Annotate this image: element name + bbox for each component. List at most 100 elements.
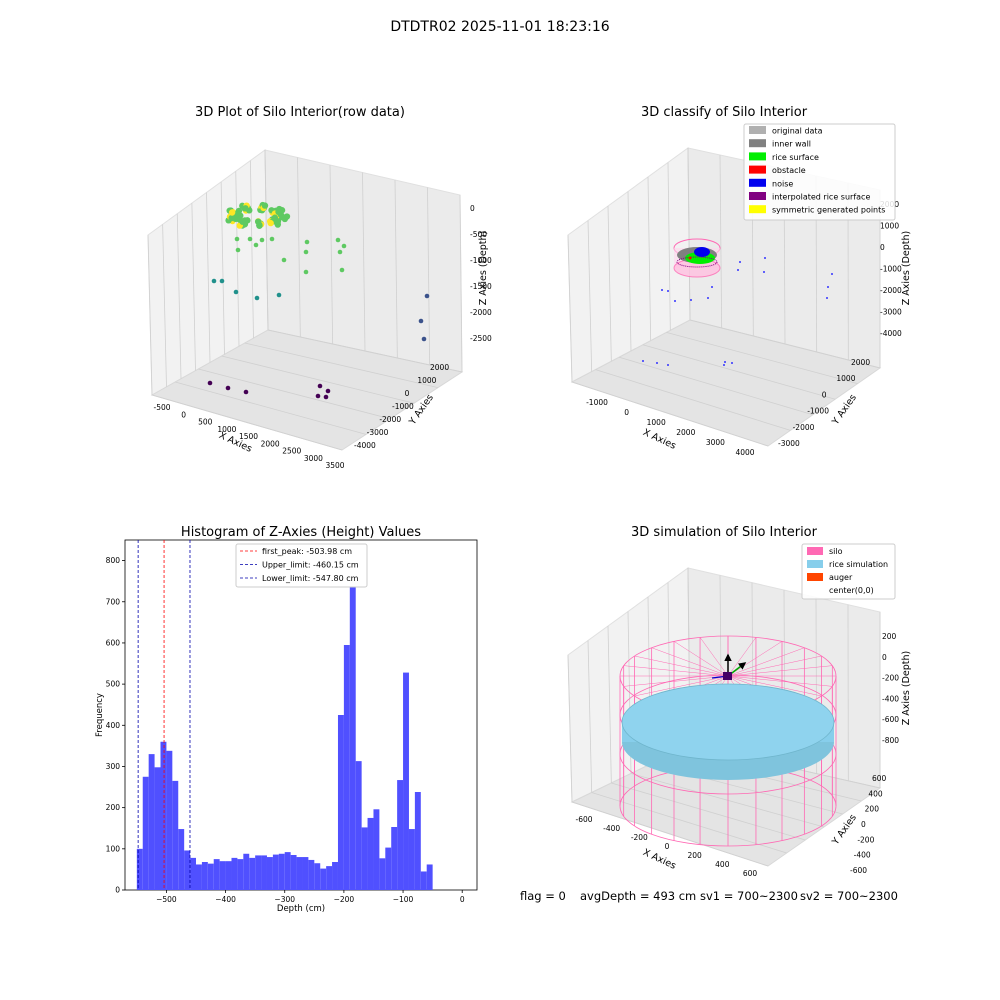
histogram-bar [397, 780, 404, 890]
classify-noise-point [737, 269, 739, 271]
sim-z-tick-label: 200 [882, 632, 897, 641]
histogram-bar [308, 859, 315, 890]
classify-noise-point [690, 299, 692, 301]
raw-gridlines [147, 149, 463, 451]
panel-simulation: 3D simulation of Silo Interior -600-400-… [567, 525, 912, 878]
silo-roof-spoke [727, 641, 783, 677]
sim-x-axis-label: X Axies [641, 847, 677, 872]
histogram-bar [184, 850, 191, 890]
raw-point-cloud [207, 201, 430, 400]
classify-y-tick-label: -2000 [793, 423, 815, 432]
sim-y-tick-label: 200 [865, 805, 880, 814]
panel-classify: 3D classify of Silo Interior -1000 0 1000 2… [567, 105, 912, 457]
histogram-bar [243, 853, 250, 890]
classify-x-tick-label: 3000 [706, 438, 725, 447]
raw-x-tick-label: 500 [198, 418, 213, 427]
footer-flag: flag = 0 [520, 889, 566, 903]
classify-noise-point [827, 286, 829, 288]
histogram-bar [231, 857, 238, 890]
histogram-bar [302, 857, 309, 890]
classify-noise-region [694, 247, 710, 257]
histogram-x-tick-label: −300 [274, 895, 295, 904]
simulation-title: 3D simulation of Silo Interior [631, 525, 818, 540]
raw-point [243, 389, 249, 395]
raw-point [276, 292, 282, 298]
raw-x-tick-label: 2000 [261, 439, 280, 448]
raw-point [278, 207, 286, 214]
silo-roof-spoke [727, 675, 822, 697]
histogram-bar [278, 853, 285, 890]
sim-z-axis-label: Z Axies (Depth) [901, 651, 912, 725]
histogram-bar [361, 827, 368, 890]
classify-noise-point [711, 286, 713, 288]
histogram-bar [261, 855, 267, 890]
sim-legend-label: auger [829, 573, 853, 582]
histogram-bar [320, 868, 327, 890]
classify-legend-label: rice surface [772, 153, 819, 162]
histogram-bar [426, 864, 433, 890]
sim-y-tick-label: -200 [857, 835, 874, 844]
raw-x-tick-label: -500 [153, 403, 170, 412]
raw-point [219, 278, 225, 284]
classify-y-tick-label: -3000 [778, 439, 800, 448]
histogram-y-tick-label: 400 [106, 721, 121, 730]
classify-legend-label: interpolated rice surface [772, 193, 870, 202]
histogram-y-tick-label: 100 [106, 844, 121, 853]
footer-avg-depth: avgDepth = 493 cm [580, 889, 696, 903]
classify-silo-cluster [673, 238, 721, 278]
histogram-legend-label: Upper_limit: -460.15 cm [262, 561, 359, 570]
raw-point [269, 236, 275, 242]
histogram-bar [249, 857, 256, 890]
histogram-bar [201, 862, 208, 890]
raw-z-tick-label: -2500 [470, 334, 492, 343]
histogram-bar [219, 861, 226, 890]
sim-x-tick-label: 400 [715, 860, 730, 869]
footer-sv2: sv2 = 700~2300 [800, 889, 898, 903]
histogram-bar [148, 754, 155, 890]
raw-point [325, 388, 331, 394]
sim-legend-swatch [807, 573, 823, 581]
classify-legend-swatch [749, 178, 766, 187]
histogram-bar [190, 857, 196, 890]
histogram-bar [272, 854, 279, 890]
histogram-bar [142, 776, 149, 890]
sim-x-tick-label: 200 [688, 851, 703, 860]
raw-z-tick-label: -500 [470, 230, 487, 239]
sim-z-tick-label: 0 [882, 653, 887, 662]
histogram-y-tick-label: 700 [106, 597, 121, 606]
raw-x-tick-label: 0 [181, 410, 186, 419]
sim-y-tick-label: 400 [868, 789, 883, 798]
raw-point [207, 380, 213, 386]
histogram-bar [373, 809, 380, 890]
sim-legend-swatch [807, 560, 823, 568]
histogram-bar [296, 857, 303, 890]
classify-legend-swatch [749, 192, 766, 200]
classify-legend-label: noise [772, 179, 793, 188]
raw-point [281, 257, 287, 263]
histogram-y-tick-label: 200 [106, 803, 121, 812]
raw-z-tick-label: -2000 [470, 308, 492, 317]
raw-tick-labels: -500050010001500200025003000350020001000… [153, 204, 492, 470]
raw-point [233, 289, 239, 295]
sim-y-tick-label: 0 [861, 820, 866, 829]
sim-legend-label: rice simulation [829, 560, 888, 569]
raw-point [418, 318, 424, 324]
raw-point [234, 236, 240, 242]
classify-noise-point [763, 271, 765, 273]
sim-x-tick-label: -600 [575, 815, 592, 824]
classify-y-tick-label: -1000 [807, 407, 829, 416]
histogram-bar [195, 864, 202, 890]
status-footer: flag = 0 avgDepth = 493 cm sv1 = 700~230… [520, 889, 898, 903]
silo-roof-spoke [727, 637, 757, 677]
sim-legend-label: center(0,0) [829, 586, 874, 595]
histogram-bar [420, 871, 427, 890]
histogram-bar [172, 780, 179, 890]
silo-roof-spoke [727, 647, 805, 677]
classify-noise-point [642, 360, 644, 362]
classify-legend-swatch [749, 165, 766, 174]
raw-y-tick-label: -3000 [367, 428, 389, 437]
silo-roof-spoke [727, 665, 833, 677]
sim-legend: silo rice simulation auger center(0,0) [801, 543, 896, 600]
histogram-bar [332, 862, 338, 890]
silo-roof-spoke [634, 675, 729, 697]
